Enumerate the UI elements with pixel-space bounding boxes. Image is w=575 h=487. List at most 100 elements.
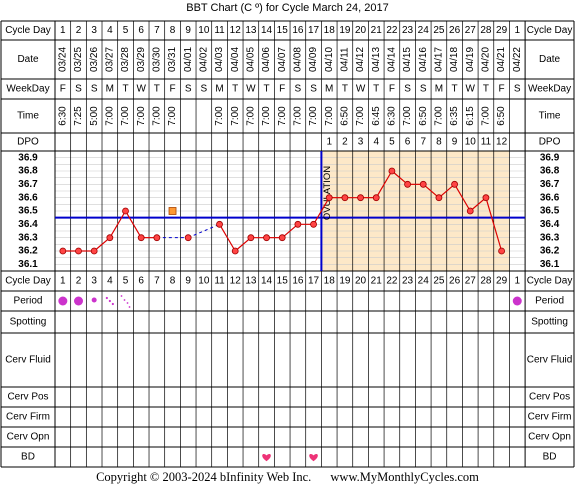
cycle-day-number: 15 [277, 25, 289, 36]
temp-line-segment [281, 223, 299, 239]
cycle-day-number: 1 [60, 25, 66, 36]
temp-line-segment [391, 170, 408, 185]
cycle-day-number: 12 [230, 276, 242, 287]
period-spotting-dot [126, 302, 129, 304]
temp-point [341, 194, 349, 202]
temp-line-segment [93, 237, 111, 252]
time-label: 7:00 [308, 106, 319, 126]
temp-line-segment [219, 224, 236, 252]
row-label-right-dpo: DPO [539, 137, 561, 148]
date-label: 03/27 [104, 47, 115, 72]
cycle-day-number: 28 [480, 276, 492, 287]
dpo-number: 1 [326, 137, 332, 148]
cycle-day-number: 10 [198, 276, 210, 287]
weekday-label: T [122, 84, 128, 95]
date-label: 04/05 [246, 47, 257, 72]
temp-point [247, 234, 255, 242]
temp-line-segment [469, 197, 487, 212]
cycle-day-number: 26 [449, 276, 461, 287]
cycle-day-number: 21 [371, 276, 383, 287]
temp-line-segment [109, 210, 127, 238]
cycle-day-number: 22 [386, 25, 398, 36]
row-label-dpo: DPO [17, 137, 39, 148]
weekday-label: S [420, 84, 427, 95]
weekday-label: S [75, 84, 82, 95]
row-label-cerv-firm: Cerv Firm [6, 412, 50, 423]
date-label: 03/25 [73, 47, 84, 72]
temp-point [59, 247, 67, 255]
time-label: 7:00 [402, 106, 413, 126]
period-spotting-dot [123, 299, 126, 301]
date-label: 04/10 [324, 47, 335, 72]
cycle-day-number: 24 [418, 276, 430, 287]
discarded-temp-marker [168, 207, 177, 215]
cycle-day-number: 9 [185, 276, 191, 287]
date-label: 04/09 [308, 47, 319, 72]
dpo-number: 7 [420, 137, 426, 148]
row-label-right-time: Time [539, 111, 561, 122]
temp-line-segment [124, 210, 142, 238]
date-label: 03/28 [120, 47, 131, 72]
row-label-right-period: Period [535, 296, 564, 307]
weekday-label: S [295, 84, 302, 95]
bd-heart-icon [262, 454, 271, 462]
temp-point [294, 220, 302, 228]
bd-heart-icon [309, 454, 318, 462]
date-label: 04/12 [355, 47, 366, 72]
time-label: 7:00 [151, 106, 162, 126]
date-label: 04/06 [261, 47, 272, 72]
date-label: 03/24 [57, 47, 68, 72]
dpo-number: 8 [436, 137, 442, 148]
cycle-day-number: 5 [123, 276, 129, 287]
temp-tick-label: 36.1 [18, 259, 38, 270]
temp-point [310, 220, 317, 228]
temp-point [106, 234, 114, 242]
copyright-text: Copyright © 2003-2024 bInfinity Web Inc. [96, 470, 312, 484]
temp-tick-label: 36.7 [18, 179, 38, 190]
weekday-label: S [310, 84, 317, 95]
row-label-weekday: WeekDay [6, 84, 49, 95]
cycle-day-number: 3 [91, 25, 97, 36]
time-label: 7:00 [481, 106, 492, 126]
period-spotting-dot [128, 306, 131, 308]
time-label: 5:00 [89, 106, 100, 126]
temp-tick-label-right: 36.1 [540, 259, 560, 270]
period-medium-dot [91, 297, 97, 303]
temp-tick-label: 36.6 [18, 192, 38, 203]
footer: Copyright © 2003-2024 bInfinity Web Inc.… [0, 470, 575, 485]
cycle-day-number: 1 [514, 276, 520, 287]
temp-point [357, 194, 364, 202]
time-label: 6:50 [340, 106, 351, 126]
row-label-time: Time [17, 111, 39, 122]
cycle-day-number: 14 [261, 276, 273, 287]
site-link[interactable]: www.MyMonthlyCycles.com [330, 470, 479, 484]
date-label: 03/31 [167, 47, 178, 72]
weekday-label: T [342, 84, 348, 95]
ovulation-label: OVULATION [322, 166, 333, 220]
date-label: 04/21 [496, 47, 507, 72]
time-label: 7:00 [293, 106, 304, 126]
cycle-day-number: 29 [496, 25, 508, 36]
temp-point [278, 234, 286, 242]
row-label-cerv-pos: Cerv Pos [7, 392, 48, 403]
row-label-cerv-opn: Cerv Opn [7, 432, 50, 443]
weekday-label: S [185, 84, 192, 95]
temp-line-segment [234, 237, 252, 252]
cycle-day-number: 8 [170, 276, 176, 287]
time-label: 7:00 [120, 106, 131, 126]
cycle-day-number: 19 [339, 276, 351, 287]
cycle-day-number: 18 [324, 25, 336, 36]
time-label: 6:30 [57, 106, 68, 126]
weekday-label: M [106, 84, 114, 95]
temp-tick-label: 36.5 [18, 206, 38, 217]
time-label: 7:00 [434, 106, 445, 126]
cycle-day-number: 2 [76, 276, 82, 287]
temp-point [498, 247, 505, 255]
dpo-number: 5 [389, 137, 395, 148]
weekday-label: W [466, 84, 476, 95]
time-label: 6:35 [449, 106, 460, 126]
cycle-day-number: 17 [308, 276, 320, 287]
temp-point [153, 234, 161, 242]
row-label-right-spotting: Spotting [531, 317, 568, 328]
temp-point [372, 194, 380, 202]
